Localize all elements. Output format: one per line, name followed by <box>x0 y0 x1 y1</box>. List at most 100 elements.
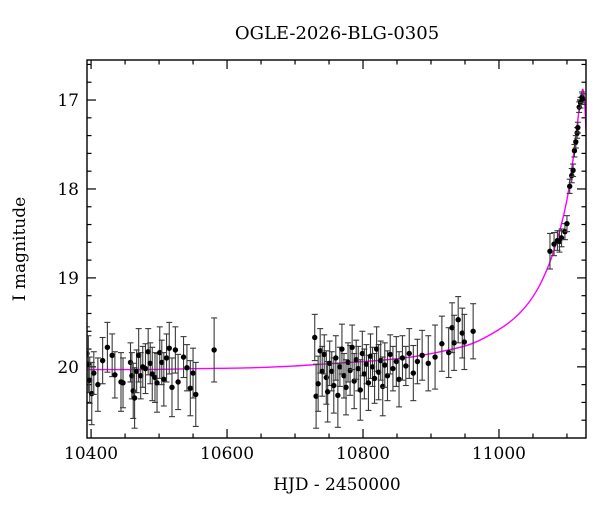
data-point <box>135 328 142 383</box>
data-point <box>570 163 577 178</box>
data-point-marker <box>357 387 363 393</box>
data-point-marker <box>329 368 335 374</box>
data-point-marker <box>131 395 138 401</box>
data-point-marker <box>159 359 165 366</box>
data-point <box>190 347 197 399</box>
data-point-marker <box>399 355 406 361</box>
data-point <box>326 340 333 387</box>
data-point-marker <box>564 220 570 227</box>
data-point <box>563 215 570 233</box>
data-point-marker <box>331 382 337 389</box>
data-point-marker <box>371 375 378 382</box>
data-point-marker <box>573 139 579 145</box>
data-point <box>361 348 368 400</box>
data-point <box>86 356 93 404</box>
data-point <box>187 360 194 417</box>
data-point <box>574 121 581 134</box>
data-point-marker <box>317 348 323 354</box>
data-point <box>330 357 337 414</box>
data-point-marker <box>104 344 111 350</box>
data-point-marker <box>333 355 339 361</box>
data-point <box>389 345 396 392</box>
data-point-marker <box>138 373 144 379</box>
data-point-marker <box>571 148 578 154</box>
data-point-marker <box>445 349 452 356</box>
data-point <box>154 352 161 413</box>
data-point-marker <box>99 357 106 364</box>
x-tick-label: 10400 <box>64 444 118 464</box>
axis-ticks <box>87 60 586 438</box>
data-point <box>139 345 146 388</box>
data-point <box>461 313 468 371</box>
data-point-marker <box>575 124 581 131</box>
data-point-marker <box>321 351 327 358</box>
data-point <box>551 231 558 257</box>
data-point-marker <box>353 357 359 363</box>
data-point <box>367 333 374 379</box>
data-point-marker <box>157 349 163 356</box>
data-point-marker <box>461 339 468 345</box>
data-point <box>359 330 366 377</box>
data-point-marker <box>190 370 196 376</box>
data-point-marker <box>324 389 331 395</box>
data-point-marker <box>135 352 142 358</box>
data-point <box>425 335 432 392</box>
data-point-marker <box>345 359 351 366</box>
data-point-marker <box>154 380 160 386</box>
axis-tick-labels: 10400 10600 10800 11000 17 18 19 20 <box>57 91 526 464</box>
data-point <box>459 307 466 359</box>
data-point <box>317 328 324 374</box>
data-point-marker <box>120 380 126 386</box>
data-point-marker <box>449 325 455 331</box>
data-point <box>109 333 116 378</box>
y-tick-label: 17 <box>57 91 79 111</box>
y-tick-label: 20 <box>57 358 79 378</box>
data-point-marker <box>451 340 457 346</box>
data-point-marker <box>152 374 158 381</box>
data-point-marker <box>365 380 372 386</box>
data-point-marker <box>193 391 199 398</box>
data-point <box>399 335 406 381</box>
x-tick-label: 10600 <box>200 444 254 464</box>
data-point-marker <box>382 362 388 368</box>
x-axis-label: HJD - 2450000 <box>273 475 401 495</box>
data-point-marker <box>349 344 355 350</box>
data-point-marker <box>133 368 140 374</box>
data-point-marker <box>161 376 167 382</box>
data-point-marker <box>337 364 343 370</box>
data-point-marker <box>95 381 101 388</box>
data-point <box>419 329 426 381</box>
y-tick-label: 18 <box>57 180 79 200</box>
data-point <box>381 342 388 388</box>
data-point-marker <box>419 352 425 358</box>
data-point <box>338 323 345 375</box>
data-point-marker <box>112 372 118 378</box>
data-point-marker <box>579 96 586 102</box>
data-point-marker <box>393 358 400 365</box>
data-point-marker <box>175 379 181 385</box>
data-point <box>345 342 352 383</box>
data-point <box>192 361 199 427</box>
data-point <box>340 352 347 399</box>
data-point-marker <box>355 365 361 372</box>
data-point-marker <box>439 341 445 347</box>
data-point-marker <box>359 350 366 357</box>
data-point-marker <box>163 355 170 361</box>
data-point <box>343 359 350 416</box>
x-tick-label: 10800 <box>336 444 390 464</box>
data-point <box>151 352 158 403</box>
data-point <box>99 336 106 385</box>
data-point-marker <box>145 349 151 355</box>
data-point-marker <box>470 328 476 334</box>
data-point-marker <box>169 384 175 391</box>
data-point-marker <box>166 345 172 351</box>
data-point-marker <box>425 360 431 366</box>
data-point-marker <box>91 370 97 376</box>
data-point-marker <box>373 346 380 352</box>
data-point-marker <box>377 357 384 364</box>
data-point-marker <box>375 369 382 375</box>
data-point <box>451 314 458 371</box>
data-point-marker <box>341 373 347 379</box>
